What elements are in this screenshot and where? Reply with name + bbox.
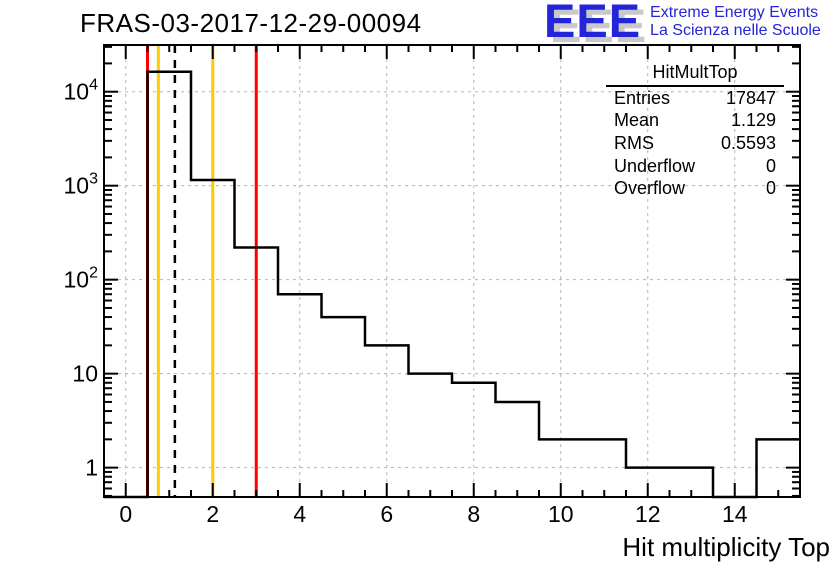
stat-row-mean: Mean 1.129 [606,110,784,133]
stat-value: 17847 [725,87,776,108]
stat-label: Overflow [614,178,686,199]
stat-label: Underflow [614,155,696,176]
x-tick-label-12: 12 [635,501,661,527]
stat-row-underflow: Underflow 0 [606,155,784,178]
stats-title: HitMultTop [606,62,784,87]
stat-row-overflow: Overflow 0 [606,177,784,200]
eee-logo-line1: Extreme Energy Events [650,4,819,21]
y-tick-label-100: 102 [64,265,99,293]
eee-logo-line2: La Scienza nelle Scuole [650,22,821,39]
y-tick-label-10000: 104 [64,77,99,105]
reference-lines [146,45,258,497]
stat-label: Mean [614,110,660,131]
plot-title: FRAS-03-2017-12-29-00094 [80,8,422,38]
histogram-path [104,70,800,499]
y-tick-label-1000: 103 [64,171,99,199]
x-tick-label-8: 8 [467,501,480,527]
y-tick-label-10: 10 [72,361,98,387]
stat-value: 1.129 [730,110,776,131]
stat-value: 0.5593 [720,132,776,153]
stats-rows: Entries 17847 Mean 1.129 RMS 0.5593 Underflow 0… [606,87,784,200]
eee-logo: EEE Extreme Energy Events La Scienza nel… [544,0,821,47]
x-tick-label-2: 2 [206,501,219,527]
x-tick-label-4: 4 [293,501,306,527]
stat-value: 0 [765,155,776,176]
x-tick-label-6: 6 [380,501,393,527]
stat-row-rms: RMS 0.5593 [606,132,784,155]
x-tick-label-14: 14 [722,501,748,527]
stats-box: HitMultTop Entries 17847 Mean 1.129 RMS 0.559… [606,62,784,200]
x-tick-labels: 0 2 4 6 8 10 12 14 [119,501,747,527]
eee-logo-mark: EEE [544,0,642,47]
stat-row-entries: Entries 17847 [606,87,784,110]
axis-ticks [104,45,800,497]
y-tick-label-1: 1 [85,455,98,481]
stat-label: RMS [614,132,654,153]
stat-label: Entries [614,87,671,108]
x-tick-label-10: 10 [548,501,574,527]
x-axis-title: Hit multiplicity Top [622,532,830,562]
eee-logo-caption: Extreme Energy Events La Scienza nelle S… [650,4,821,40]
x-tick-label-0: 0 [119,501,132,527]
stat-value: 0 [765,178,776,199]
y-tick-labels: 1 10 102 103 104 [64,77,99,481]
